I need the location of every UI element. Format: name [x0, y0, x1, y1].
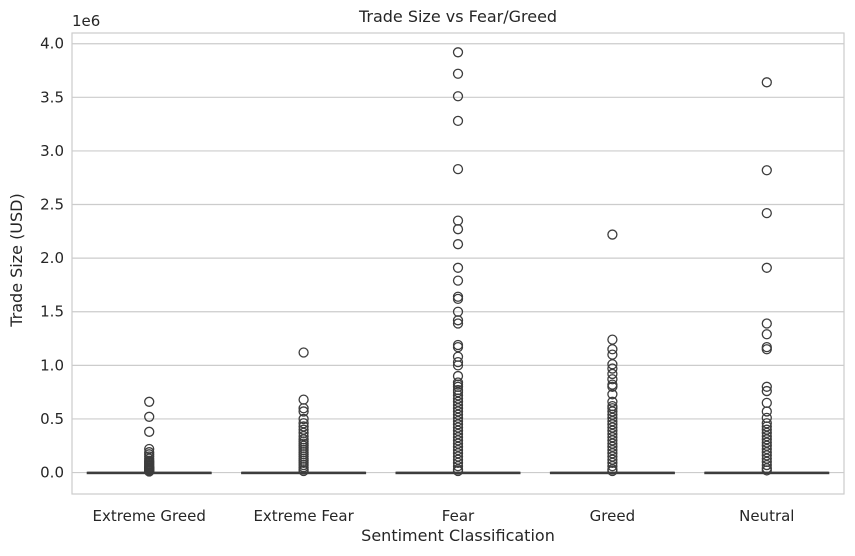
y-offset-label: 1e6	[72, 12, 100, 30]
outlier-point	[761, 165, 772, 176]
plot-area: 0.0 0.5 1.0 1.5 2.0 2.5 3.0 3.5 4.0 Extreme Greed…	[40, 32, 845, 525]
outlier-point	[761, 341, 772, 353]
outlier-point	[452, 164, 464, 175]
outlier-point	[607, 363, 618, 374]
outlier-point	[452, 293, 464, 305]
outlier-point	[144, 426, 155, 437]
outlier-point	[298, 465, 309, 477]
y-tick-label: 0.5	[40, 410, 64, 428]
outlier-point	[607, 381, 618, 392]
outlier-point	[452, 341, 464, 353]
outlier-point	[452, 239, 464, 250]
outlier-point	[761, 459, 772, 471]
outlier-point	[452, 339, 464, 351]
outlier-point	[607, 379, 618, 390]
x-tick-label: Extreme Fear	[253, 507, 354, 525]
outlier-point	[607, 457, 618, 469]
outlier-point	[452, 318, 464, 329]
x-tick-label: Greed	[590, 507, 635, 525]
outlier-point	[452, 291, 464, 302]
outlier-point	[452, 351, 464, 362]
outlier-point	[452, 215, 464, 226]
outlier-point	[761, 465, 772, 476]
outlier-point	[607, 465, 618, 477]
outlier-point	[761, 406, 772, 417]
outlier-point	[452, 262, 464, 273]
outlier-point	[298, 403, 309, 414]
y-tick-label: 0.0	[40, 464, 64, 482]
outlier-point	[144, 411, 155, 422]
y-tick-label: 2.5	[40, 196, 64, 214]
outlier-point	[607, 389, 618, 400]
outlier-point	[761, 77, 772, 88]
outlier-point	[761, 207, 772, 219]
x-tick-label: Fear	[442, 507, 475, 525]
outlier-point	[607, 460, 618, 472]
outlier-point	[761, 329, 772, 340]
outlier-point	[452, 460, 464, 472]
y-tick-label: 4.0	[40, 35, 64, 53]
outlier-point	[452, 115, 464, 127]
outlier-point	[452, 91, 464, 102]
outlier-point	[452, 360, 464, 371]
outlier-point	[144, 396, 155, 407]
outlier-point	[452, 224, 464, 235]
y-tick-label: 3.5	[40, 88, 64, 106]
plot-frame	[71, 32, 845, 495]
outlier-point	[761, 381, 772, 392]
outlier-point	[761, 412, 772, 424]
y-tick-label: 1.5	[40, 303, 64, 321]
outlier-point	[452, 356, 464, 368]
outlier-point	[607, 374, 618, 385]
outlier-point	[298, 347, 309, 358]
outlier-point	[607, 334, 618, 345]
outlier-point	[761, 262, 772, 273]
outlier-point	[607, 368, 618, 380]
outlier-point	[144, 466, 155, 477]
outlier-point	[452, 68, 464, 79]
outlier-point	[607, 229, 618, 240]
outlier-point	[761, 385, 772, 397]
y-tick-label: 3.0	[40, 142, 64, 160]
x-tick-label: Extreme Greed	[93, 507, 206, 525]
outlier-point	[761, 318, 772, 329]
y-axis-title: Trade Size (USD)	[7, 193, 26, 328]
x-axis-title: Sentiment Classification	[361, 526, 555, 545]
outlier-point	[452, 275, 464, 286]
outlier-point	[452, 47, 464, 58]
y-tick-label: 2.0	[40, 249, 64, 267]
y-tick-label: 1.0	[40, 356, 64, 374]
outlier-point	[298, 406, 309, 417]
chart-title: Trade Size vs Fear/Greed	[358, 7, 557, 26]
outlier-point	[452, 465, 464, 477]
outlier-point	[452, 315, 464, 326]
x-tick-label: Neutral	[739, 507, 794, 525]
outlier-point	[607, 349, 618, 360]
outlier-point	[761, 344, 772, 355]
outlier-point	[298, 413, 309, 425]
outlier-point	[607, 344, 618, 355]
outlier-point	[452, 457, 464, 469]
outlier-point	[298, 394, 309, 405]
outlier-point	[761, 397, 772, 409]
